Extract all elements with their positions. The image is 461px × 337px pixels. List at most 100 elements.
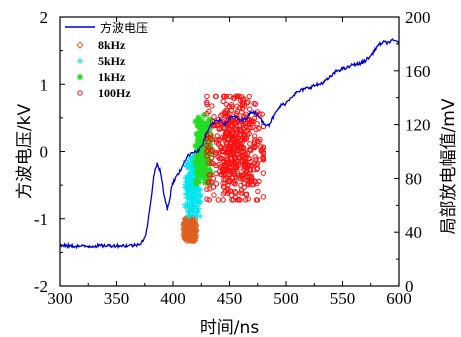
scatter-point: [210, 176, 217, 182]
scatter-point: [230, 197, 237, 203]
scatter-point: [223, 93, 230, 100]
scatter-point: [191, 222, 200, 230]
scatter-point: [240, 100, 246, 106]
scatter-point: [186, 186, 193, 193]
scatter-point: [241, 133, 247, 140]
scatter-point: [200, 172, 207, 179]
scatter-point: [193, 180, 200, 187]
y-left-tick-label: 1: [40, 75, 49, 94]
scatter-point: [200, 123, 207, 130]
y-right-tick-label: 80: [405, 169, 422, 188]
scatter-point: [193, 159, 200, 166]
scatter-point: [204, 93, 210, 100]
scatter-point: [215, 197, 221, 203]
scatter-point: [186, 181, 193, 188]
voltage-line: [59, 38, 400, 250]
scatter-point: [197, 193, 204, 200]
scatter-point: [238, 190, 244, 196]
scatter-point: [182, 231, 191, 239]
scatter-point: [228, 159, 234, 165]
scatter-point: [234, 103, 240, 109]
scatter-point: [241, 180, 247, 187]
scatter-point: [256, 125, 262, 132]
scatter-point: [205, 179, 211, 186]
scatter-point: [227, 177, 234, 184]
scatter-point: [260, 170, 267, 176]
scatter-point: [189, 166, 196, 173]
plot-content: [59, 38, 400, 250]
scatter-point: [244, 100, 250, 106]
scatter-point: [202, 166, 209, 173]
scatter-point: [204, 175, 211, 182]
scatter-point: [204, 153, 210, 159]
scatter-point: [186, 209, 193, 216]
scatter-point: [204, 186, 210, 192]
scatter-point: [236, 122, 243, 129]
scatter-point: [197, 170, 204, 177]
x-tick-label: 550: [330, 289, 356, 308]
legend-marker: [77, 90, 83, 96]
scatter-point: [204, 196, 210, 202]
scatter-point: [213, 181, 220, 187]
scatter-point: [260, 194, 267, 200]
scatter-point: [205, 119, 212, 126]
x-tick-label: 350: [104, 289, 130, 308]
y-left-tick-label: -1: [34, 210, 48, 229]
scatter-point: [227, 111, 233, 117]
scatter-point: [256, 138, 262, 145]
scatter-point: [245, 99, 251, 105]
scatter-point: [233, 190, 239, 196]
scatter-point: [198, 158, 205, 165]
scatter-point: [220, 93, 227, 100]
scatter-point: [200, 145, 207, 152]
scatter-point: [233, 133, 239, 139]
scatter-point: [199, 118, 206, 125]
scatter-point: [220, 98, 226, 105]
legend-label: 1kHz: [98, 70, 126, 84]
x-tick-label: 500: [273, 289, 299, 308]
scatter-point: [205, 160, 212, 166]
scatter-point: [206, 108, 212, 115]
axes-layer: 300 350 400 450 500 550 600-2-1012040801201602…: [15, 8, 459, 337]
legend-label: 8kHz: [98, 38, 126, 52]
scatter-point: [195, 173, 202, 180]
scatter-point: [251, 141, 258, 147]
y-right-tick-label: 200: [405, 8, 431, 27]
y-left-tick-label: 0: [40, 143, 49, 162]
scatter-point: [204, 101, 210, 108]
scatter-point: [244, 150, 251, 156]
y-right-tick-label: 120: [405, 116, 431, 135]
scatter-point: [194, 207, 201, 214]
scatter-point: [184, 224, 193, 232]
scatter-point: [197, 198, 204, 205]
scatter-point: [220, 197, 226, 203]
scatter-point: [220, 169, 226, 175]
scatter-point: [199, 166, 206, 173]
scatter-point: [236, 172, 242, 179]
scatter-point: [221, 134, 228, 140]
x-axis-title: 时间/ns: [200, 318, 260, 337]
legend-marker: [76, 41, 84, 49]
legend: 方波电压 8kHz 5kHz 1kHz 100Hz: [65, 20, 148, 100]
scatter-point: [198, 131, 205, 138]
scatter-point: [254, 197, 261, 203]
scatter-point: [229, 104, 235, 110]
scatter-point: [251, 133, 258, 139]
scatter-point: [196, 134, 203, 141]
scatter-point: [226, 149, 232, 156]
scatter-point: [183, 194, 190, 201]
scatter-point: [248, 173, 254, 180]
scatter-point: [240, 135, 246, 141]
scatter-point: [196, 194, 203, 201]
scatter-point: [243, 155, 249, 161]
scatter-point: [204, 132, 210, 139]
scatter-point: [208, 136, 215, 143]
scatter-point: [192, 142, 199, 149]
scatter-point: [236, 154, 243, 161]
scatter-point: [230, 137, 237, 143]
scatter-point: [221, 184, 227, 191]
scatter-point: [227, 165, 234, 172]
scatter-point: [187, 234, 196, 242]
scatter-point: [247, 146, 253, 153]
scatter-point: [213, 162, 219, 169]
